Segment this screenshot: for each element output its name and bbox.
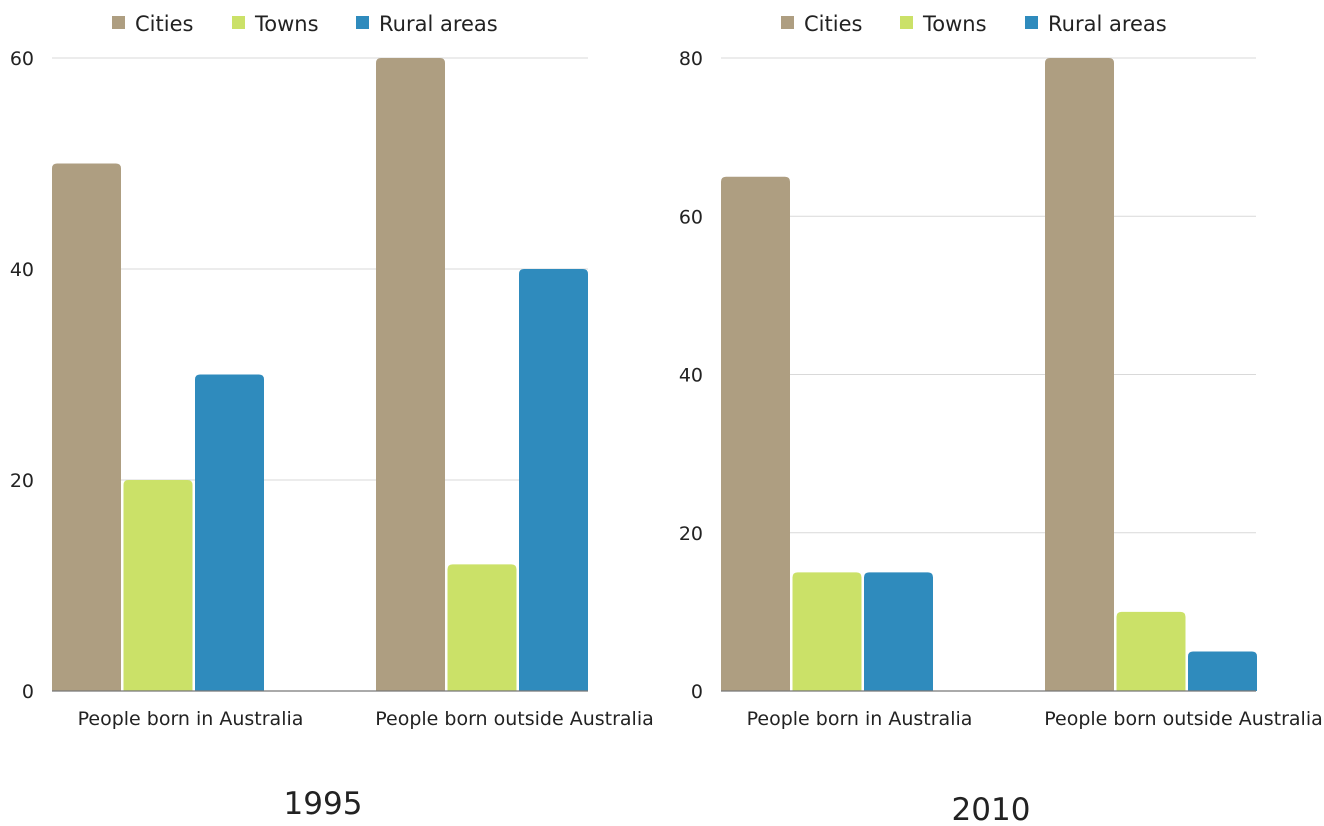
bar-rural-areas-people-born-in-australia: [195, 374, 264, 691]
bar-rural-areas-people-born-in-australia: [864, 572, 933, 691]
y-tick-label: 0: [691, 681, 703, 703]
legend-swatch-towns: [900, 16, 913, 29]
x-category-label: People born outside Australia: [1044, 708, 1323, 730]
bar-cities-people-born-in-australia: [52, 163, 121, 691]
bar-cities-people-born-outside-australia: [1045, 58, 1114, 691]
bar-rural-areas-people-born-outside-australia: [519, 269, 588, 691]
chart-year-label: 1995: [284, 786, 363, 822]
y-tick-label: 80: [679, 48, 703, 70]
x-category-label: People born outside Australia: [375, 708, 654, 730]
legend-label-towns: Towns: [922, 12, 987, 36]
chart-1995: Cities Towns Rural areas 0 20 40 60 People born…: [10, 12, 654, 822]
legend-label-rural-areas: Rural areas: [1048, 12, 1167, 36]
y-tick-label: 0: [22, 681, 34, 703]
bar-rural-areas-people-born-outside-australia: [1188, 651, 1257, 691]
y-tick-label: 40: [679, 365, 703, 387]
bar-towns-people-born-outside-australia: [447, 564, 517, 691]
y-tick-label: 40: [10, 259, 34, 281]
legend-label-towns: Towns: [254, 12, 319, 36]
x-category-label: People born in Australia: [78, 708, 304, 730]
chart-year-label: 2010: [952, 792, 1031, 826]
x-category-label: People born in Australia: [747, 708, 973, 730]
legend-label-cities: Cities: [135, 12, 193, 36]
y-tick-label: 20: [679, 523, 703, 545]
y-tick-label: 60: [10, 48, 34, 70]
bar-towns-people-born-in-australia: [792, 572, 862, 691]
y-tick-label: 20: [10, 470, 34, 492]
bar-cities-people-born-outside-australia: [376, 58, 445, 691]
legend-swatch-rural-areas: [356, 16, 369, 29]
bar-towns-people-born-in-australia: [123, 480, 193, 691]
bar-towns-people-born-outside-australia: [1116, 611, 1186, 691]
legend-swatch-cities: [112, 16, 125, 29]
legend-label-rural-areas: Rural areas: [379, 12, 498, 36]
legend-swatch-cities: [781, 16, 794, 29]
y-tick-label: 60: [679, 206, 703, 228]
legend-label-cities: Cities: [804, 12, 862, 36]
legend-swatch-rural-areas: [1025, 16, 1038, 29]
legend-swatch-towns: [232, 16, 245, 29]
chart-2010: Cities Towns Rural areas 0 20 40 60 80 People bo…: [679, 12, 1323, 826]
bar-cities-people-born-in-australia: [721, 176, 790, 691]
